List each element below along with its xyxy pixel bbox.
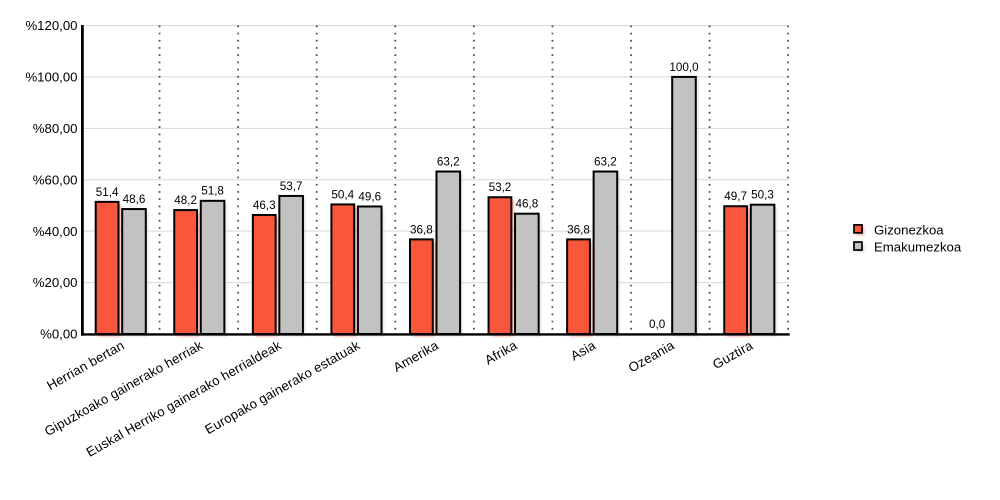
svg-text:48,2: 48,2 xyxy=(174,194,197,207)
svg-text:%20,00: %20,00 xyxy=(33,275,78,290)
svg-text:%40,00: %40,00 xyxy=(33,224,78,239)
svg-text:51,8: 51,8 xyxy=(201,185,224,198)
svg-text:100,0: 100,0 xyxy=(669,61,699,74)
svg-text:%120,00: %120,00 xyxy=(25,18,77,33)
svg-text:%0,00: %0,00 xyxy=(40,327,77,342)
svg-text:49,6: 49,6 xyxy=(358,190,381,203)
svg-text:50,3: 50,3 xyxy=(751,189,774,202)
svg-text:%80,00: %80,00 xyxy=(33,121,78,136)
svg-text:Gizonezkoa: Gizonezkoa xyxy=(874,222,944,237)
svg-text:0,0: 0,0 xyxy=(649,318,666,331)
svg-text:63,2: 63,2 xyxy=(594,155,617,168)
svg-text:49,7: 49,7 xyxy=(724,190,747,203)
svg-text:%60,00: %60,00 xyxy=(33,172,78,187)
svg-text:50,4: 50,4 xyxy=(331,188,354,201)
svg-text:36,8: 36,8 xyxy=(410,223,433,236)
svg-text:51,4: 51,4 xyxy=(96,186,119,199)
svg-text:53,7: 53,7 xyxy=(280,180,303,193)
svg-text:46,8: 46,8 xyxy=(515,198,538,211)
svg-text:%100,00: %100,00 xyxy=(25,70,77,85)
svg-text:36,8: 36,8 xyxy=(567,223,590,236)
svg-text:48,6: 48,6 xyxy=(123,193,146,206)
svg-text:53,2: 53,2 xyxy=(489,181,512,194)
svg-text:Emakumezkoa: Emakumezkoa xyxy=(874,240,962,255)
svg-text:46,3: 46,3 xyxy=(253,199,276,212)
svg-text:63,2: 63,2 xyxy=(437,155,460,168)
